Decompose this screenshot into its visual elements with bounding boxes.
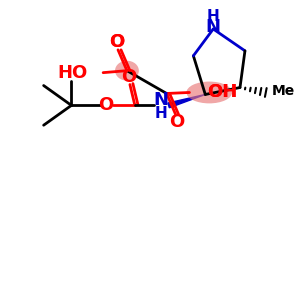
Text: H: H (207, 9, 220, 24)
Ellipse shape (115, 61, 139, 81)
Polygon shape (168, 94, 205, 108)
Text: H: H (154, 106, 167, 121)
Ellipse shape (186, 82, 232, 104)
Text: OH: OH (207, 83, 238, 101)
Text: N: N (153, 92, 168, 110)
Text: O: O (169, 113, 184, 131)
Text: O: O (98, 96, 114, 114)
Text: N: N (206, 18, 221, 36)
Text: HO: HO (57, 64, 87, 82)
Text: OH: OH (207, 83, 238, 101)
Text: Me: Me (272, 85, 295, 98)
Text: O: O (121, 68, 136, 85)
Text: O: O (110, 33, 124, 51)
Text: O: O (110, 33, 124, 51)
